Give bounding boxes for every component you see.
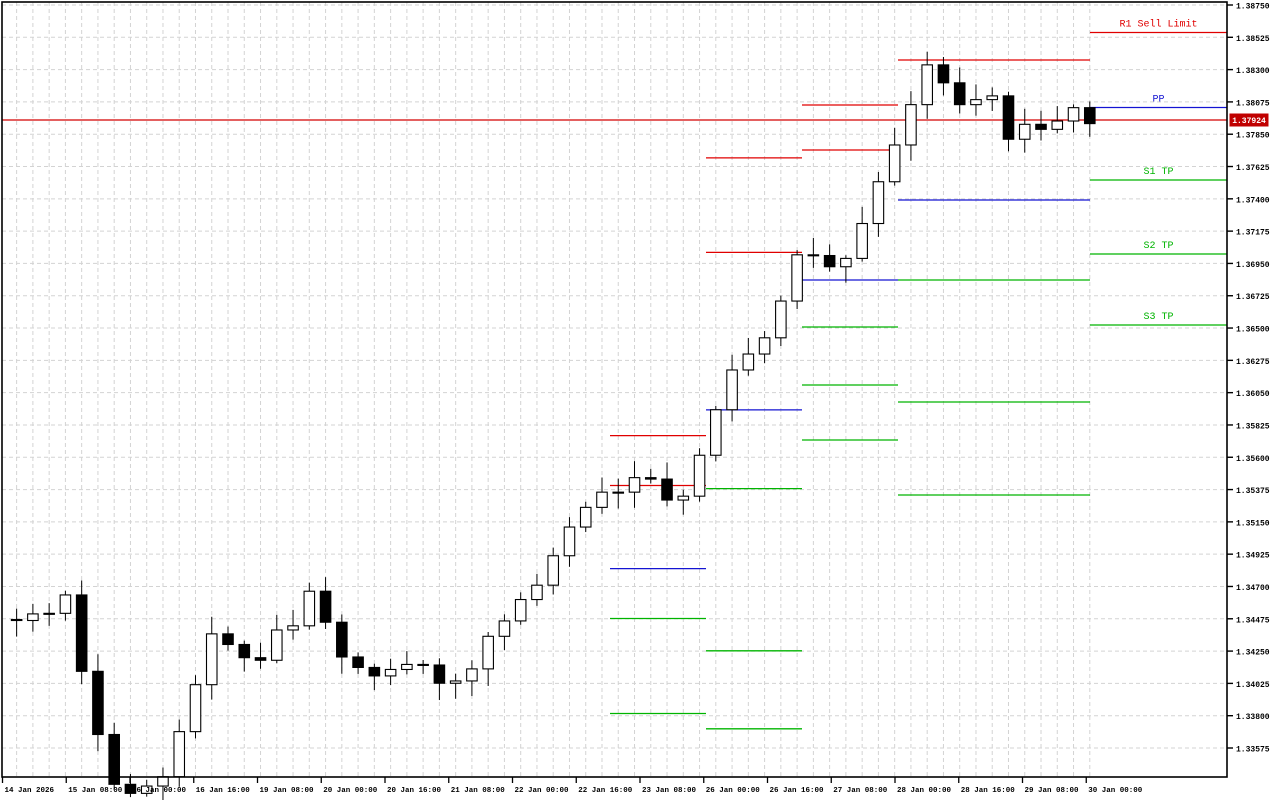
svg-text:S1 TP: S1 TP [1143, 167, 1173, 178]
svg-text:27 Jan 08:00: 27 Jan 08:00 [833, 787, 888, 795]
svg-text:26 Jan 00:00: 26 Jan 00:00 [706, 787, 761, 795]
svg-text:1.37175: 1.37175 [1236, 229, 1270, 238]
svg-text:1.36725: 1.36725 [1236, 293, 1270, 302]
svg-text:1.35375: 1.35375 [1236, 487, 1270, 496]
svg-text:PP: PP [1152, 95, 1164, 106]
svg-text:20 Jan 16:00: 20 Jan 16:00 [387, 787, 442, 795]
svg-text:1.37400: 1.37400 [1236, 196, 1270, 205]
svg-text:28 Jan 00:00: 28 Jan 00:00 [897, 787, 952, 795]
svg-text:30 Jan 00:00: 30 Jan 00:00 [1088, 787, 1143, 795]
svg-text:1.34025: 1.34025 [1236, 681, 1270, 690]
svg-text:1.38075: 1.38075 [1236, 99, 1270, 108]
svg-text:1.37924: 1.37924 [1232, 117, 1266, 126]
svg-text:1.34700: 1.34700 [1236, 584, 1270, 593]
svg-text:1.35600: 1.35600 [1236, 455, 1270, 464]
svg-text:1.36500: 1.36500 [1236, 326, 1270, 335]
svg-text:1.34250: 1.34250 [1236, 649, 1270, 658]
svg-text:S2 TP: S2 TP [1143, 241, 1173, 252]
svg-text:1.34475: 1.34475 [1236, 616, 1270, 625]
svg-text:1.33800: 1.33800 [1236, 713, 1270, 722]
svg-text:1.35150: 1.35150 [1236, 519, 1270, 528]
svg-text:19 Jan 08:00: 19 Jan 08:00 [260, 787, 315, 795]
svg-text:21 Jan 08:00: 21 Jan 08:00 [451, 787, 506, 795]
svg-text:29 Jan 08:00: 29 Jan 08:00 [1025, 787, 1080, 795]
svg-text:R1 Sell Limit: R1 Sell Limit [1119, 19, 1197, 31]
svg-text:1.36275: 1.36275 [1236, 358, 1270, 367]
svg-text:20 Jan 00:00: 20 Jan 00:00 [323, 787, 378, 795]
svg-text:1.38300: 1.38300 [1236, 67, 1270, 76]
svg-text:14 Jan 2026: 14 Jan 2026 [5, 787, 55, 795]
svg-text:15 Jan 08:00: 15 Jan 08:00 [68, 787, 123, 795]
svg-text:16 Jan 16:00: 16 Jan 16:00 [196, 787, 251, 795]
svg-text:22 Jan 16:00: 22 Jan 16:00 [578, 787, 633, 795]
svg-text:22 Jan 00:00: 22 Jan 00:00 [515, 787, 570, 795]
svg-text:16 Jan 00:00: 16 Jan 00:00 [132, 787, 187, 795]
svg-text:1.34925: 1.34925 [1236, 552, 1270, 561]
svg-text:1.38750: 1.38750 [1236, 3, 1270, 12]
svg-text:1.36950: 1.36950 [1236, 261, 1270, 270]
svg-text:1.36050: 1.36050 [1236, 390, 1270, 399]
svg-text:1.35825: 1.35825 [1236, 422, 1270, 431]
svg-text:1.38525: 1.38525 [1236, 35, 1270, 44]
svg-text:1.33575: 1.33575 [1236, 746, 1270, 755]
svg-text:26 Jan 16:00: 26 Jan 16:00 [770, 787, 825, 795]
svg-text:S3 TP: S3 TP [1143, 312, 1173, 323]
svg-text:28 Jan 16:00: 28 Jan 16:00 [961, 787, 1016, 795]
svg-text:23 Jan 08:00: 23 Jan 08:00 [642, 787, 697, 795]
svg-text:1.37625: 1.37625 [1236, 164, 1270, 173]
svg-text:1.37850: 1.37850 [1236, 132, 1270, 141]
